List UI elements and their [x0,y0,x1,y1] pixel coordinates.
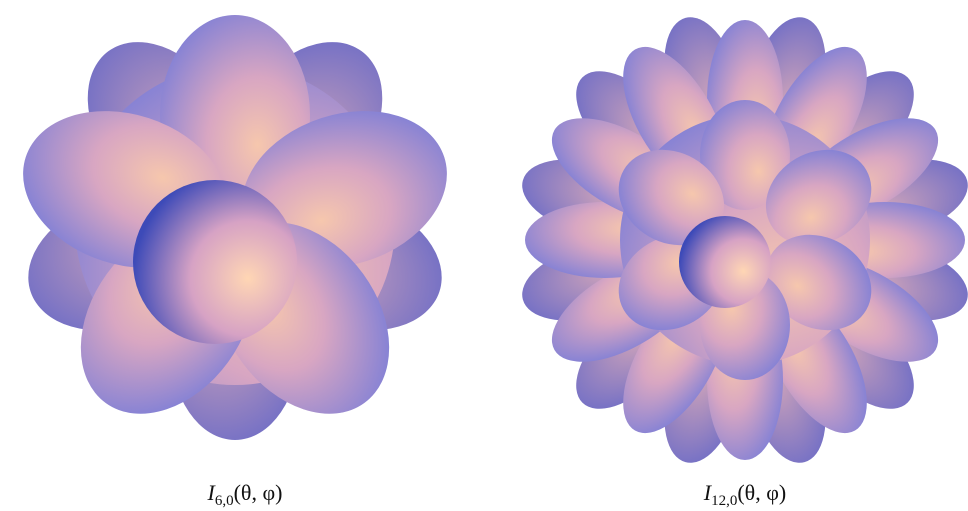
caption-subscript: 12,0 [711,493,737,509]
caption: I6,0(θ, φ) [207,480,283,509]
shape-right [514,9,968,472]
figure: I6,0(θ, φ) I12,0(θ, φ) [0,0,968,511]
caption-subscript: 6,0 [215,493,234,509]
caption-args: (θ, φ) [737,480,786,505]
page: {"figure": {"panels": [ {"caption": {"sy… [0,0,968,511]
caption: I12,0(θ, φ) [703,480,786,509]
caption-args: (θ, φ) [234,480,283,505]
shape-left [3,13,468,447]
